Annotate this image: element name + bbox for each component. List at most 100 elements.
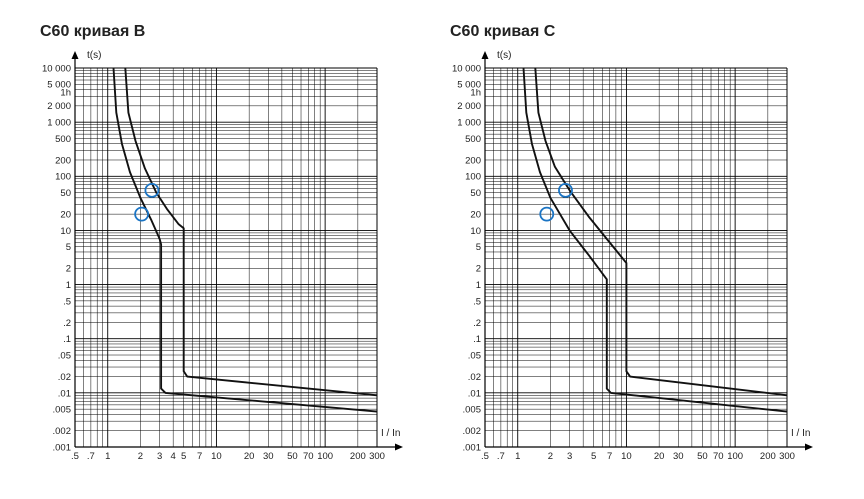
y-tick-label: 5 bbox=[476, 242, 481, 253]
y-tick-label: 10 000 bbox=[42, 63, 71, 74]
y-axis-label: t(s) bbox=[497, 50, 511, 61]
x-tick-label: 20 bbox=[654, 451, 665, 462]
x-tick-label: 50 bbox=[287, 451, 298, 462]
y-tick-label: .005 bbox=[53, 405, 72, 416]
y-tick-label: 1 000 bbox=[47, 118, 71, 129]
y-tick-label: .1 bbox=[63, 334, 71, 345]
y-tick-label: .002 bbox=[463, 426, 482, 437]
x-tick-label: 100 bbox=[317, 451, 333, 462]
x-tick-label: 1 bbox=[515, 451, 520, 462]
y-tick-label: 1h bbox=[470, 87, 481, 98]
x-tick-label: 5 bbox=[181, 451, 186, 462]
y-tick-label: 100 bbox=[55, 172, 71, 183]
y-tick-label: 5 000 bbox=[457, 80, 481, 91]
y-tick-label: 5 000 bbox=[47, 80, 71, 91]
grid bbox=[74, 68, 378, 448]
y-tick-label: 200 bbox=[465, 155, 481, 166]
x-tick-label: .5 bbox=[71, 451, 79, 462]
annotation-circle bbox=[539, 206, 555, 222]
x-tick-label: 7 bbox=[197, 451, 202, 462]
annotation-circle bbox=[558, 182, 573, 198]
x-tick-label: .7 bbox=[87, 451, 95, 462]
y-tick-label: .005 bbox=[463, 405, 482, 416]
y-tick-label: 10 000 bbox=[452, 63, 481, 74]
x-tick-label: 30 bbox=[263, 451, 274, 462]
y-tick-label: 1 bbox=[476, 280, 481, 291]
annotation-circle bbox=[144, 182, 160, 198]
y-tick-label: .002 bbox=[53, 426, 72, 437]
x-tick-label: 20 bbox=[244, 451, 255, 462]
y-tick-label: 2 000 bbox=[457, 101, 481, 112]
x-tick-label: 2 bbox=[548, 451, 553, 462]
trip-curve-upper bbox=[534, 67, 788, 397]
y-tick-label: 10 bbox=[470, 226, 481, 237]
x-tick-label: 70 bbox=[303, 451, 314, 462]
y-tick-label: 20 bbox=[60, 210, 71, 221]
y-tick-label: 5 bbox=[66, 242, 71, 253]
x-tick-label: 2 bbox=[138, 451, 143, 462]
x-tick-label: 10 bbox=[211, 451, 222, 462]
y-tick-label: 1 bbox=[66, 280, 71, 291]
y-tick-label: 200 bbox=[55, 155, 71, 166]
y-tick-label: 50 bbox=[470, 188, 481, 199]
y-tick-label: .2 bbox=[63, 318, 71, 329]
annotation-circle bbox=[134, 206, 150, 222]
trip-curve-lower bbox=[112, 67, 378, 413]
x-tick-label: 200 bbox=[760, 451, 776, 462]
x-tick-label: 300 bbox=[369, 451, 385, 462]
y-axis-arrow bbox=[481, 51, 489, 59]
x-tick-label: 4 bbox=[171, 451, 176, 462]
trip-curve-upper bbox=[124, 67, 378, 397]
y-axis-label: t(s) bbox=[87, 50, 101, 61]
y-tick-label: 2 bbox=[476, 264, 481, 275]
x-tick-label: 50 bbox=[697, 451, 708, 462]
x-tick-label: 5 bbox=[591, 451, 596, 462]
y-tick-label: 50 bbox=[60, 188, 71, 199]
y-tick-label: .5 bbox=[473, 296, 481, 307]
y-tick-label: .02 bbox=[468, 372, 481, 383]
grid bbox=[484, 68, 788, 448]
y-tick-label: 500 bbox=[55, 134, 71, 145]
x-tick-label: .5 bbox=[481, 451, 489, 462]
y-tick-label: 20 bbox=[470, 210, 481, 221]
x-tick-label: 30 bbox=[673, 451, 684, 462]
x-tick-label: .7 bbox=[497, 451, 505, 462]
y-tick-label: .01 bbox=[468, 388, 481, 399]
y-tick-label: 2 bbox=[66, 264, 71, 275]
y-tick-label: 10 bbox=[60, 226, 71, 237]
y-tick-label: .001 bbox=[463, 442, 482, 453]
chart-title: C60 кривая B bbox=[40, 23, 145, 40]
y-tick-label: 1h bbox=[60, 87, 71, 98]
y-tick-label: .2 bbox=[473, 318, 481, 329]
x-tick-label: 200 bbox=[350, 451, 366, 462]
x-tick-label: 7 bbox=[607, 451, 612, 462]
y-tick-label: .05 bbox=[58, 350, 71, 361]
y-tick-label: .001 bbox=[53, 442, 72, 453]
y-tick-label: 2 000 bbox=[47, 101, 71, 112]
chart-title: C60 кривая C bbox=[450, 23, 556, 40]
y-axis-arrow bbox=[71, 51, 79, 59]
y-tick-label: 1 000 bbox=[457, 118, 481, 129]
x-axis-label: I / In bbox=[791, 428, 810, 439]
x-tick-label: 3 bbox=[157, 451, 162, 462]
x-axis-arrow bbox=[805, 443, 813, 451]
x-axis-label: I / In bbox=[381, 428, 400, 439]
x-tick-label: 300 bbox=[779, 451, 795, 462]
y-tick-label: 100 bbox=[465, 172, 481, 183]
y-tick-label: .1 bbox=[473, 334, 481, 345]
y-tick-label: .05 bbox=[468, 350, 481, 361]
x-tick-label: 3 bbox=[567, 451, 572, 462]
x-tick-label: 10 bbox=[621, 451, 632, 462]
trip-curve-lower bbox=[522, 67, 788, 413]
x-tick-label: 1 bbox=[105, 451, 110, 462]
x-axis-arrow bbox=[395, 443, 403, 451]
x-tick-label: 100 bbox=[727, 451, 743, 462]
x-tick-label: 70 bbox=[713, 451, 724, 462]
y-tick-label: .5 bbox=[63, 296, 71, 307]
y-tick-label: .01 bbox=[58, 388, 71, 399]
y-tick-label: .02 bbox=[58, 372, 71, 383]
y-tick-label: 500 bbox=[465, 134, 481, 145]
